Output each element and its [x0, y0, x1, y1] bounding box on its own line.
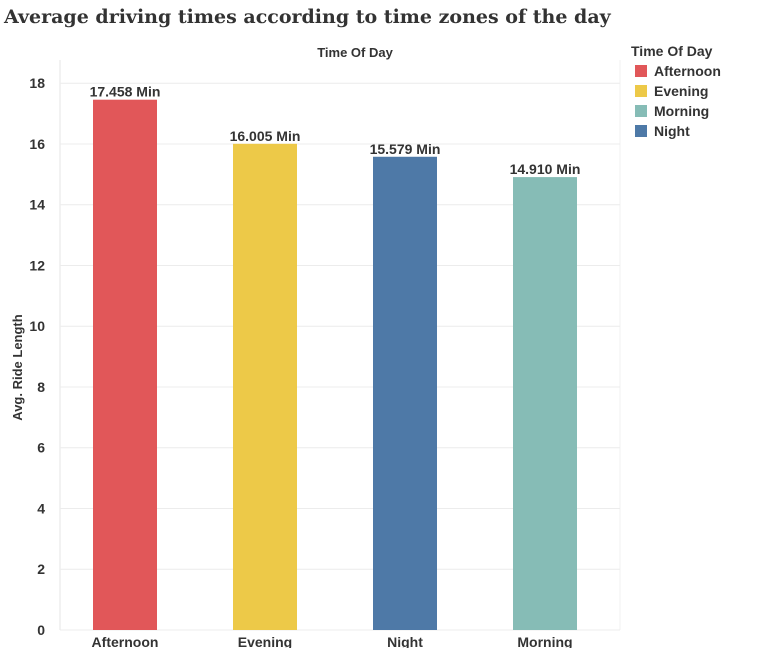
x-tick-label: Afternoon: [92, 634, 159, 648]
bar-morning: [513, 177, 577, 630]
data-label: 17.458 Min: [90, 84, 161, 100]
y-tick-label: 12: [29, 257, 45, 273]
legend-label: Night: [654, 123, 690, 139]
legend-item-morning[interactable]: Morning: [631, 101, 766, 121]
legend-swatch-morning: [635, 105, 647, 117]
y-tick-label: 10: [29, 318, 45, 334]
legend-title: Time Of Day: [631, 43, 713, 59]
legend-item-afternoon[interactable]: Afternoon: [631, 61, 766, 81]
y-tick-label: 8: [37, 379, 45, 395]
legend-label: Morning: [654, 103, 710, 119]
y-tick-label: 14: [29, 197, 45, 213]
data-label: 16.005 Min: [230, 128, 301, 144]
x-tick-label: Morning: [517, 634, 572, 648]
legend-item-evening[interactable]: Evening: [631, 81, 766, 101]
legend-swatch-night: [635, 125, 647, 137]
legend: Time Of Day Afternoon Evening Morning Ni…: [631, 43, 766, 141]
y-tick-label: 0: [37, 622, 45, 638]
legend-item-night[interactable]: Night: [631, 121, 766, 141]
legend-swatch-evening: [635, 85, 647, 97]
legend-label: Evening: [654, 83, 709, 99]
y-tick-label: 2: [37, 561, 45, 577]
legend-label: Afternoon: [654, 63, 721, 79]
y-axis-title: Avg. Ride Length: [10, 314, 25, 420]
bar-night: [373, 156, 437, 630]
x-tick-label: Night: [387, 634, 423, 648]
y-tick-label: 18: [29, 75, 45, 91]
data-label: 15.579 Min: [370, 141, 441, 157]
chart-title: Average driving times according to time …: [4, 6, 611, 28]
x-tick-label: Evening: [238, 634, 292, 648]
y-tick-label: 4: [37, 500, 45, 516]
y-tick-label: 6: [37, 440, 45, 456]
y-tick-label: 16: [29, 136, 45, 152]
data-label: 14.910 Min: [510, 161, 581, 177]
bar-afternoon: [93, 99, 157, 631]
legend-swatch-afternoon: [635, 65, 647, 77]
column-header: Time Of Day: [317, 45, 393, 60]
bar-evening: [233, 143, 297, 631]
